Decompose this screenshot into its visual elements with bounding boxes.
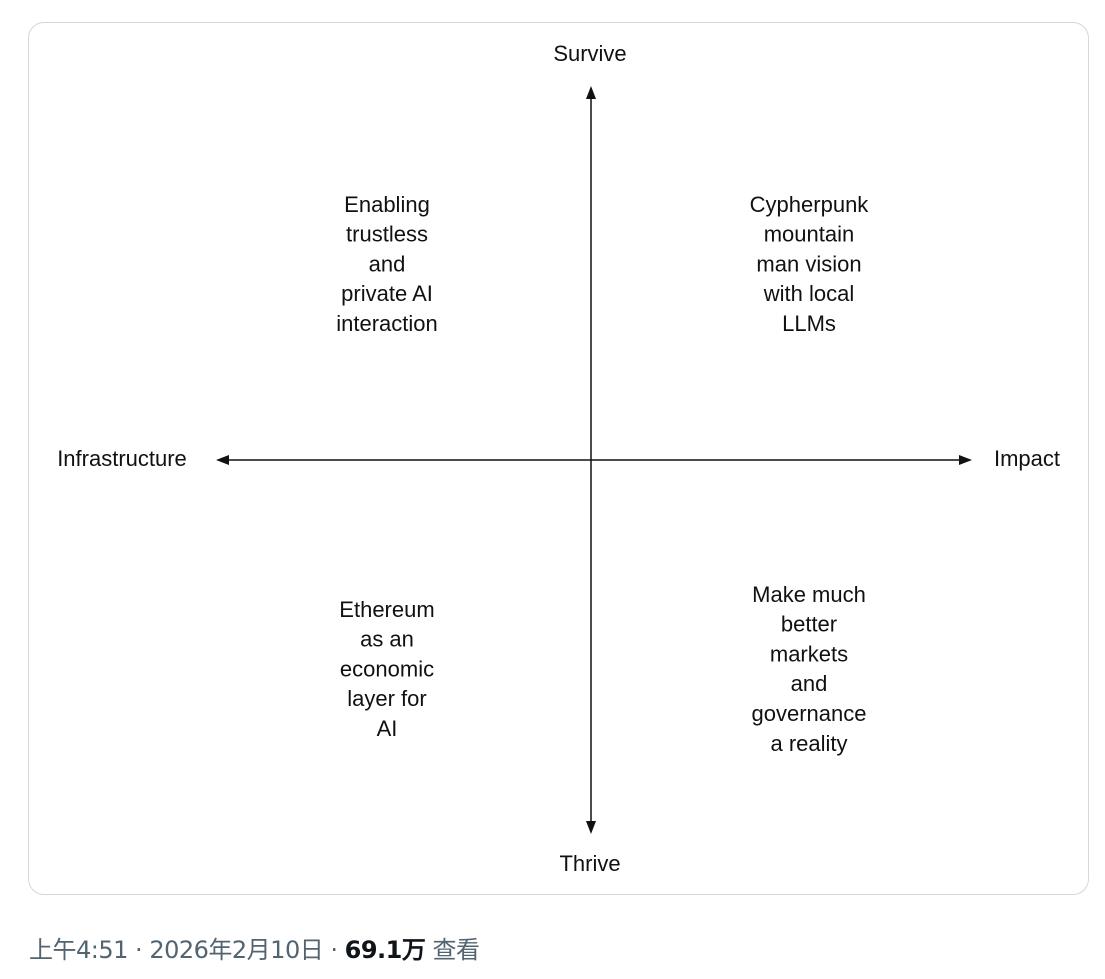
quadrant-text: Make much: [752, 582, 866, 607]
views-label: 查看: [432, 936, 481, 964]
arrow-head: [216, 455, 229, 465]
quadrant-text: LLMs: [782, 311, 836, 336]
quadrant-text: better: [781, 612, 837, 637]
arrow-head: [586, 86, 596, 99]
quadrant-text: governance: [752, 701, 867, 726]
quadrant-text: man vision: [756, 251, 861, 276]
image-card[interactable]: [28, 22, 1089, 895]
quadrant-text: Enabling: [344, 192, 430, 217]
quadrant-text: private AI: [341, 281, 433, 306]
separator: ·: [135, 936, 143, 964]
quadrant-text: layer for: [347, 686, 426, 711]
quadrant-text: AI: [377, 716, 398, 741]
view-count: 69.1万: [344, 936, 426, 964]
quadrant-text: Ethereum: [339, 597, 434, 622]
separator: ·: [330, 936, 338, 964]
quadrant-text: mountain: [764, 222, 855, 247]
quadrant-text: and: [369, 251, 406, 276]
arrow-head: [586, 821, 596, 834]
tweet-meta: 上午4:51 · 2026年2月10日 · 69.1万 查看: [29, 930, 480, 965]
quadrant-text: and: [791, 671, 828, 696]
axis-label: Impact: [994, 446, 1060, 471]
axis-label: Thrive: [559, 851, 620, 876]
quadrant-text: Cypherpunk: [750, 192, 870, 217]
diagram: Survive Thrive Infrastructure Impact Ena…: [57, 41, 1060, 876]
quadrant-text: trustless: [346, 222, 428, 247]
quadrant-text: a reality: [770, 731, 847, 756]
axis-label: Infrastructure: [57, 446, 187, 471]
quadrant-text: markets: [770, 641, 848, 666]
quadrant-text: interaction: [336, 311, 438, 336]
axis-label: Survive: [553, 41, 626, 66]
quadrant-text: as an: [360, 627, 414, 652]
quadrant-text: with local: [763, 281, 854, 306]
date[interactable]: 2026年2月10日: [149, 936, 324, 964]
time[interactable]: 上午4:51: [29, 936, 128, 964]
arrow-head: [959, 455, 972, 465]
quadrant-text: economic: [340, 656, 434, 681]
